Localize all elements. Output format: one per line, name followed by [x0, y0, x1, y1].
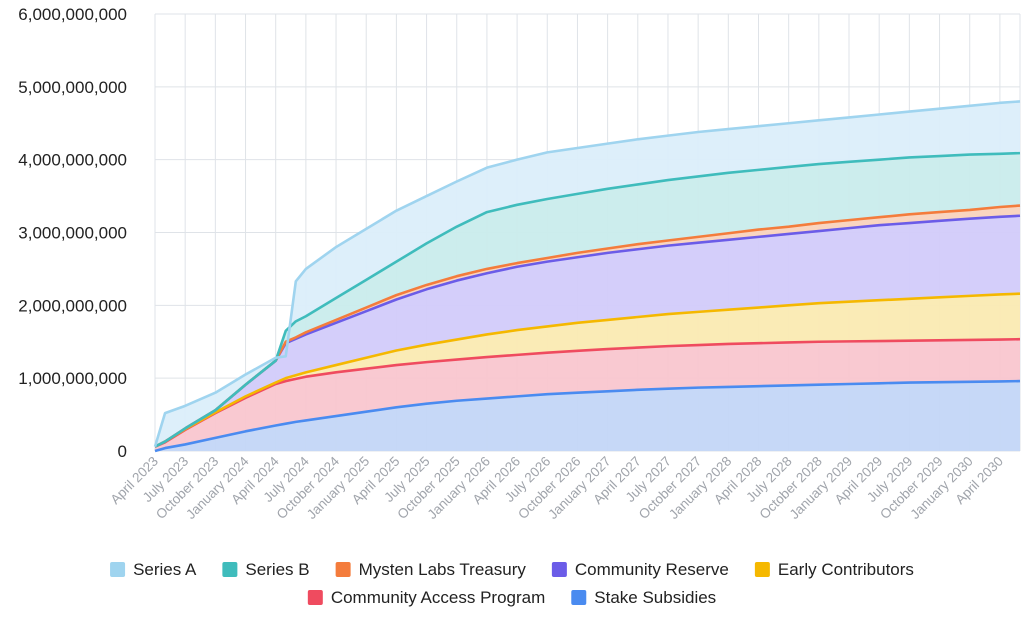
y-tick-label: 4,000,000,000: [18, 151, 127, 170]
y-tick-label: 0: [118, 442, 127, 461]
legend-label-series-b: Series B: [245, 560, 309, 579]
y-tick-label: 3,000,000,000: [18, 224, 127, 243]
line-early-contributors: [154, 292, 1021, 448]
y-tick-label: 5,000,000,000: [18, 78, 127, 97]
legend-swatch-series-b: [222, 562, 238, 577]
series-areas: [155, 101, 1020, 451]
legend-swatch-series-a: [110, 562, 126, 577]
area-series-b: [155, 153, 1020, 447]
legend-label-early-contributors: Early Contributors: [778, 560, 914, 579]
line-stake-subsidies: [154, 379, 1021, 453]
area-community-reserve: [155, 215, 1020, 447]
legend-swatch-community-access-program: [307, 590, 323, 605]
area-early-contributors: [155, 293, 1020, 447]
legend-label-community-reserve: Community Reserve: [575, 560, 729, 579]
line-series-a: [153, 100, 1021, 448]
y-tick-label: 6,000,000,000: [18, 5, 127, 24]
area-series-a: [155, 101, 1020, 447]
area-mysten-labs-treasury: [155, 205, 1020, 447]
area-stake-subsidies: [155, 381, 1020, 451]
series-lines: [153, 100, 1021, 453]
legend-swatch-early-contributors: [754, 562, 770, 577]
legend-swatch-stake-subsidies: [571, 590, 587, 605]
y-tick-label: 2,000,000,000: [18, 296, 127, 315]
legend-label-stake-subsidies: Stake Subsidies: [594, 588, 716, 607]
line-series-b: [154, 151, 1021, 448]
legend-label-mysten-labs-treasury: Mysten Labs Treasury: [359, 560, 527, 579]
line-community-access-program: [154, 337, 1021, 448]
area-community-access-program: [155, 339, 1020, 451]
legend-label-series-a: Series A: [133, 560, 197, 579]
legend: Series A Series B Mysten Labs Treasury Comm…: [110, 560, 914, 607]
legend-swatch-community-reserve: [551, 562, 567, 577]
legend-swatch-mysten-labs-treasury: [335, 562, 351, 577]
y-tick-label: 1,000,000,000: [18, 369, 127, 388]
y-axis-ticks: 0 1,000,000,000 2,000,000,000 3,000,000,000…: [18, 5, 127, 461]
legend-label-community-access-program: Community Access Program: [331, 588, 545, 607]
